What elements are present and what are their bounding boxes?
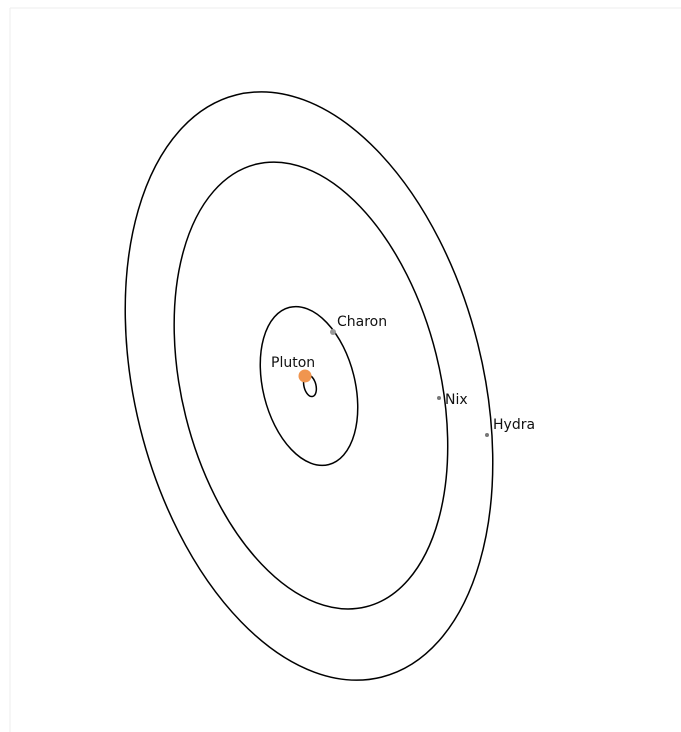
- pluton-body: [298, 369, 312, 383]
- hydra-orbit: [124, 91, 494, 681]
- charon-orbit: [259, 305, 359, 467]
- body-label: Nix: [445, 392, 468, 408]
- nix-body: [437, 396, 441, 400]
- nix-orbit: [173, 161, 449, 610]
- body-label: Hydra: [493, 417, 535, 433]
- body-label: Pluton: [271, 355, 315, 371]
- hydra-body: [485, 433, 489, 437]
- body-label: Charon: [337, 314, 387, 330]
- charon-body: [330, 329, 336, 335]
